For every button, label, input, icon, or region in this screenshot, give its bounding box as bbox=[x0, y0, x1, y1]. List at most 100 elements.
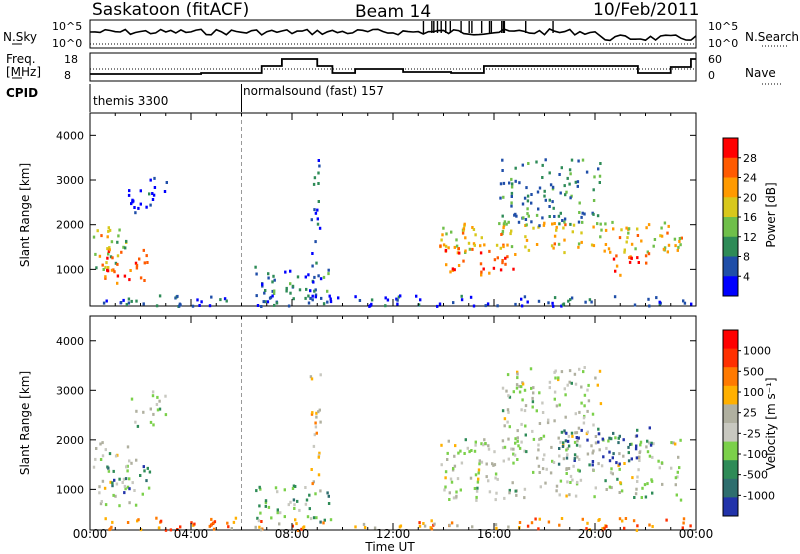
data-cell bbox=[354, 295, 357, 299]
data-cell bbox=[311, 252, 314, 255]
data-cell bbox=[494, 523, 498, 527]
data-cell bbox=[600, 228, 603, 232]
data-cell bbox=[535, 243, 539, 246]
data-cell bbox=[638, 451, 641, 455]
data-cell bbox=[514, 437, 517, 441]
data-cell bbox=[549, 183, 553, 187]
data-cell bbox=[626, 236, 629, 240]
data-cell bbox=[525, 186, 528, 190]
data-cell bbox=[449, 477, 453, 481]
data-cell bbox=[399, 524, 403, 528]
data-cell bbox=[512, 267, 515, 271]
data-cell bbox=[499, 182, 503, 186]
data-cell bbox=[109, 480, 112, 484]
data-cell bbox=[548, 205, 551, 208]
data-cell bbox=[622, 454, 625, 458]
data-cell bbox=[158, 526, 161, 530]
data-cell bbox=[525, 450, 528, 454]
data-cell bbox=[480, 236, 483, 240]
data-cell bbox=[322, 302, 326, 306]
data-cell bbox=[510, 447, 513, 451]
data-cell bbox=[627, 445, 630, 449]
data-cell bbox=[503, 220, 507, 224]
data-cell bbox=[636, 480, 639, 483]
freq-line bbox=[90, 58, 696, 75]
y-tick-label: 1000 bbox=[56, 483, 84, 496]
data-cell bbox=[363, 526, 367, 529]
data-cell bbox=[274, 486, 278, 490]
data-cell bbox=[561, 445, 565, 448]
data-cell bbox=[227, 525, 230, 529]
data-cell bbox=[645, 261, 648, 265]
data-cell bbox=[480, 270, 483, 274]
data-cell bbox=[135, 266, 139, 270]
data-cell bbox=[567, 444, 571, 448]
data-cell bbox=[502, 224, 506, 227]
data-cell bbox=[474, 440, 477, 444]
data-cell bbox=[158, 294, 162, 298]
data-cell bbox=[469, 476, 473, 480]
data-cell bbox=[538, 437, 541, 441]
data-cell bbox=[292, 297, 295, 301]
data-cell bbox=[588, 528, 591, 532]
colorbar-segment bbox=[723, 367, 738, 387]
data-cell bbox=[417, 303, 421, 307]
data-cell bbox=[474, 233, 477, 237]
data-cell bbox=[541, 163, 544, 167]
data-cell bbox=[538, 471, 541, 474]
data-cell bbox=[134, 420, 137, 424]
data-cell bbox=[457, 247, 460, 251]
data-cell bbox=[165, 181, 168, 184]
data-cell bbox=[455, 238, 458, 242]
data-cell bbox=[439, 244, 442, 248]
data-cell bbox=[526, 199, 530, 203]
data-cell bbox=[618, 236, 622, 240]
data-cell bbox=[503, 417, 507, 421]
data-cell bbox=[677, 455, 680, 459]
data-cell bbox=[625, 240, 628, 244]
data-cell bbox=[655, 296, 658, 300]
data-cell bbox=[516, 370, 519, 374]
data-cell bbox=[518, 390, 522, 394]
data-cell bbox=[504, 256, 507, 260]
data-cell bbox=[601, 437, 604, 441]
data-cell bbox=[586, 452, 590, 456]
data-cell bbox=[568, 380, 571, 384]
data-cell bbox=[680, 236, 683, 240]
data-cell bbox=[580, 428, 583, 432]
data-cell bbox=[549, 471, 553, 475]
data-cell bbox=[450, 480, 454, 484]
data-cell bbox=[95, 447, 98, 450]
data-cell bbox=[514, 489, 517, 493]
data-cell bbox=[524, 245, 527, 249]
data-cell bbox=[123, 484, 127, 488]
data-cell bbox=[496, 477, 499, 481]
data-cell bbox=[273, 289, 276, 293]
data-cell bbox=[552, 461, 556, 464]
data-cell bbox=[638, 459, 641, 462]
data-cell bbox=[604, 222, 607, 226]
data-cell bbox=[635, 434, 639, 438]
data-cell bbox=[555, 228, 558, 232]
data-cell bbox=[296, 499, 299, 503]
data-cell bbox=[583, 393, 587, 397]
data-cell bbox=[563, 431, 567, 435]
data-cell bbox=[507, 457, 510, 461]
data-cell bbox=[558, 493, 561, 497]
data-cell bbox=[518, 181, 521, 185]
data-cell bbox=[547, 301, 550, 305]
data-cell bbox=[264, 504, 267, 508]
data-cell bbox=[259, 487, 262, 491]
data-cell bbox=[179, 525, 182, 529]
data-cell bbox=[164, 528, 168, 532]
data-cell bbox=[557, 242, 561, 246]
data-cell bbox=[116, 254, 120, 258]
data-cell bbox=[488, 249, 491, 253]
data-cell bbox=[457, 451, 460, 455]
data-cell bbox=[101, 454, 105, 458]
data-cell bbox=[538, 422, 542, 425]
data-cell bbox=[492, 266, 496, 270]
data-cell bbox=[573, 440, 577, 444]
data-cell bbox=[315, 431, 318, 435]
data-cell bbox=[164, 394, 167, 398]
